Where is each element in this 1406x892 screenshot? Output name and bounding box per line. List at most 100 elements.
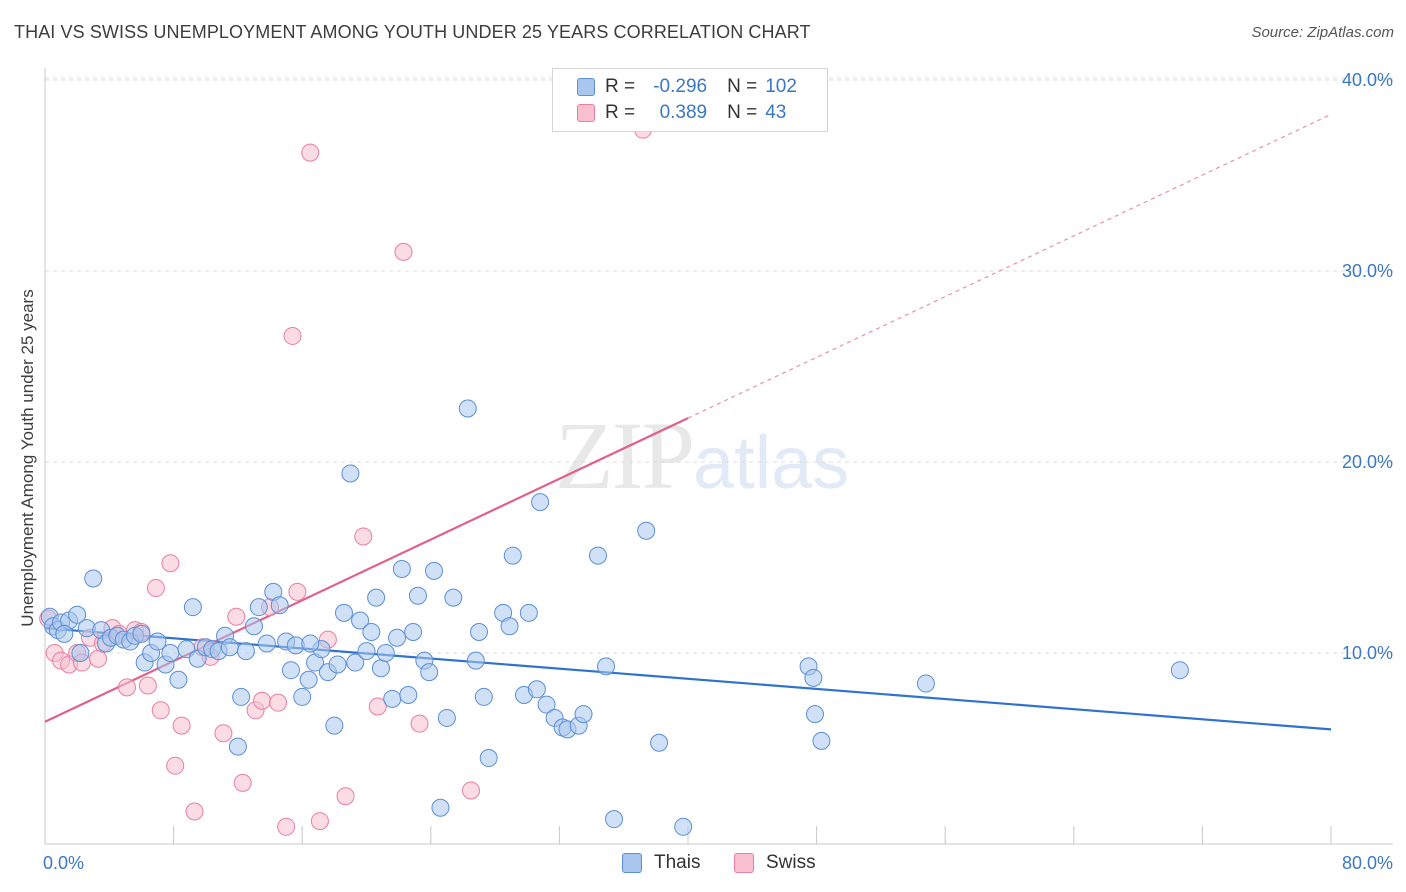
swiss-point [172,716,191,735]
thais-point [328,655,347,674]
thais-point [281,661,300,680]
thais-n-value: 102 [765,76,797,97]
thais-legend-label: Thais [654,852,701,873]
thais-point [470,622,489,641]
thais-point [399,686,418,705]
swiss-n-label: N = [727,102,758,123]
watermark-zip: ZIP [555,402,695,509]
thais-point [293,687,312,706]
thais-point [161,644,180,662]
swiss-n-value: 43 [765,102,787,123]
thais-point [249,598,268,617]
swiss-point [214,724,233,743]
thais-point [236,642,255,661]
data-points [39,120,1189,836]
thais-point [1170,661,1189,680]
swiss-point [277,817,296,836]
thais-point [183,598,202,617]
thais-point [220,638,239,657]
swiss-point [336,787,355,806]
thais-point [84,569,103,588]
thais-point [474,687,493,706]
thais-point [437,708,456,727]
swiss-point [253,691,272,710]
swiss-point [227,607,246,626]
thais-point [357,642,376,661]
x-tick-label-min: 0.0% [43,853,84,873]
swiss-point [394,242,413,261]
swiss-legend-label: Swiss [766,852,816,873]
thais-point [458,399,477,418]
thais-point [169,670,188,689]
thais-point [466,651,485,670]
swiss-point [269,693,288,712]
thais-point [351,611,370,630]
thais-point [71,644,90,662]
swiss-point [146,579,165,598]
legend-item-swiss[interactable]: Swiss [734,852,816,874]
thais-r-label: R = [605,76,636,97]
thais-point [574,705,593,724]
swiss-point [288,582,307,601]
thais-swatch [577,78,595,96]
thais-point [804,668,823,687]
thais-point [812,731,831,750]
thais-point [805,705,824,724]
thais-legend-swatch [622,853,642,873]
thais-point [68,605,87,624]
swiss-point [166,756,185,775]
thais-point [341,464,360,483]
series-legend: Thais Swiss [0,852,1406,876]
swiss-point [233,773,252,792]
thais-point [299,670,318,689]
thais-point [392,559,411,578]
thais-point [301,634,320,653]
gridlines [45,77,1393,654]
thais-point [519,603,538,622]
thais-point [503,546,522,565]
thais-point [537,695,556,714]
swiss-point [185,802,204,821]
swiss-point [410,714,429,733]
swiss-point [368,697,387,716]
swiss-point [461,781,480,800]
swiss-legend-swatch [734,853,754,873]
swiss-trend-extension [687,113,1332,419]
thais-point [362,622,381,641]
swiss-r-value: 0.389 [659,102,708,123]
swiss-point [138,676,157,695]
thais-point [531,493,550,512]
thais-n-label: N = [727,76,758,97]
y-tick-label-30: 30.0% [1342,261,1393,281]
thais-point [605,810,624,829]
thais-point [637,521,656,540]
legend-row-swiss: R = 0.389 N = 43 [577,101,786,125]
axes [44,68,1393,845]
swiss-point [89,649,108,668]
x-tick-label-max: 80.0% [1342,853,1393,873]
y-axis-label: Unemployment Among Youth under 25 years [18,289,37,626]
swiss-swatch [577,104,595,122]
thais-point [257,634,276,653]
swiss-r-label: R = [605,102,636,123]
chart-title: THAI VS SWISS UNEMPLOYMENT AMONG YOUTH U… [14,22,811,42]
stats-legend: R = -0.296 N = 102 R = 0.389 N = 43 [552,68,828,132]
swiss-point [151,701,170,720]
thais-point [325,716,344,735]
thais-point [367,588,386,607]
thais-point [346,653,365,672]
thais-point [376,644,395,662]
swiss-point [283,326,302,345]
thais-point [148,632,167,651]
thais-point [500,617,519,636]
thais-point [674,817,693,836]
source-label: Source: ZipAtlas.com [1251,24,1394,41]
swiss-point [301,143,320,162]
legend-item-thais[interactable]: Thais [622,852,700,874]
thais-point [650,733,669,752]
thais-point [597,657,616,676]
thais-point [388,628,407,647]
thais-point [425,561,444,580]
thais-point [479,749,498,768]
y-tick-label-10: 10.0% [1342,643,1393,663]
